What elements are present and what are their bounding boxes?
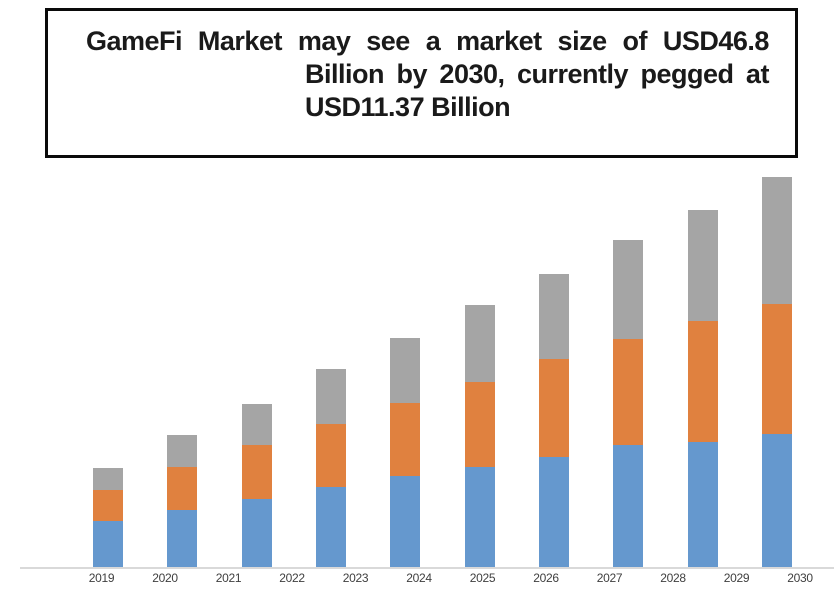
bar-segment-series-gray [241, 403, 272, 445]
bar-segment-series-blue [93, 521, 123, 567]
stacked-bar [167, 435, 198, 567]
stacked-bar [613, 240, 644, 567]
bar-segment-series-blue [613, 445, 644, 567]
stacked-bar [762, 177, 793, 567]
bar-segment-series-orange [687, 321, 718, 442]
bar-segment-series-orange [390, 402, 421, 477]
title-word: of [622, 26, 647, 56]
stacked-bar [241, 403, 272, 567]
bar-segment-series-blue [762, 433, 793, 567]
title-word: a [425, 26, 441, 56]
title-word: market [456, 26, 542, 56]
title-word: GameFi [86, 26, 183, 56]
bar-segment-series-gray [390, 337, 421, 403]
stacked-bar [687, 210, 718, 567]
x-axis-label-2028: 2028 [660, 571, 686, 585]
bar-segment-series-blue [390, 476, 421, 567]
stacked-bar [464, 305, 495, 567]
title-word: currently [516, 59, 629, 89]
bar-segment-series-blue [464, 467, 495, 567]
x-axis-label-2020: 2020 [152, 571, 178, 585]
title-word: size [557, 26, 608, 56]
title-word: at [745, 59, 770, 89]
bar-segment-series-gray [464, 305, 495, 383]
x-axis-label-2019: 2019 [88, 571, 115, 585]
x-axis-label-2023: 2023 [342, 571, 369, 585]
title-word: Billion [305, 59, 385, 89]
bar-segment-series-orange [93, 489, 123, 522]
stacked-bar [93, 467, 123, 567]
bar-segment-series-orange [539, 358, 570, 457]
stacked-bar [316, 368, 347, 567]
bar-segment-series-gray [613, 240, 644, 339]
bar-segment-series-orange [613, 338, 644, 446]
x-axis-label-2029: 2029 [723, 571, 750, 585]
stacked-bar [539, 273, 570, 567]
bar-segment-series-orange [762, 303, 793, 434]
title-word: USD46.8 [662, 26, 770, 56]
title-word: 2030, [439, 59, 505, 89]
x-axis-label-2027: 2027 [596, 571, 623, 585]
x-axis-label-2030: 2030 [787, 571, 813, 585]
stacked-bar [390, 337, 421, 567]
x-axis-label-2024: 2024 [406, 571, 432, 585]
title-word: may [297, 26, 351, 56]
x-axis-label-2025: 2025 [469, 571, 496, 585]
bar-segment-series-gray [167, 435, 198, 467]
bar-segment-series-blue [167, 510, 198, 567]
bar-segment-series-blue [241, 498, 272, 567]
title-word: pegged [640, 59, 734, 89]
bar-segment-series-gray [687, 210, 718, 322]
title-word: by [396, 59, 427, 89]
bar-segment-series-orange [316, 423, 347, 487]
bar-segment-series-orange [167, 467, 198, 511]
bar-segment-series-gray [539, 273, 570, 359]
bar-segment-series-gray [762, 177, 793, 304]
title-word: Market [197, 26, 283, 56]
x-axis-label-2022: 2022 [279, 571, 305, 585]
x-axis-line [20, 567, 834, 569]
title-word: see [366, 26, 410, 56]
chart-title-box: GameFi Market may see a market size of USD46.8 B… [45, 8, 798, 158]
bar-segment-series-orange [241, 444, 272, 499]
x-axis-label-2026: 2026 [533, 571, 559, 585]
chart-title-line-1: GameFi Market may see a market size of USD46.8 [86, 25, 769, 58]
bar-segment-series-gray [93, 467, 123, 490]
bar-segment-series-blue [316, 487, 347, 567]
chart-title-line-3: USD11.37 Billion [305, 92, 511, 122]
bar-segment-series-blue [539, 457, 570, 567]
bar-segment-series-gray [316, 368, 347, 424]
x-axis-label-2021: 2021 [215, 571, 242, 585]
bar-segment-series-blue [687, 442, 718, 567]
bar-segment-series-orange [464, 382, 495, 467]
chart-title-line-2: Billion by 2030, currently pegged at [305, 58, 769, 91]
